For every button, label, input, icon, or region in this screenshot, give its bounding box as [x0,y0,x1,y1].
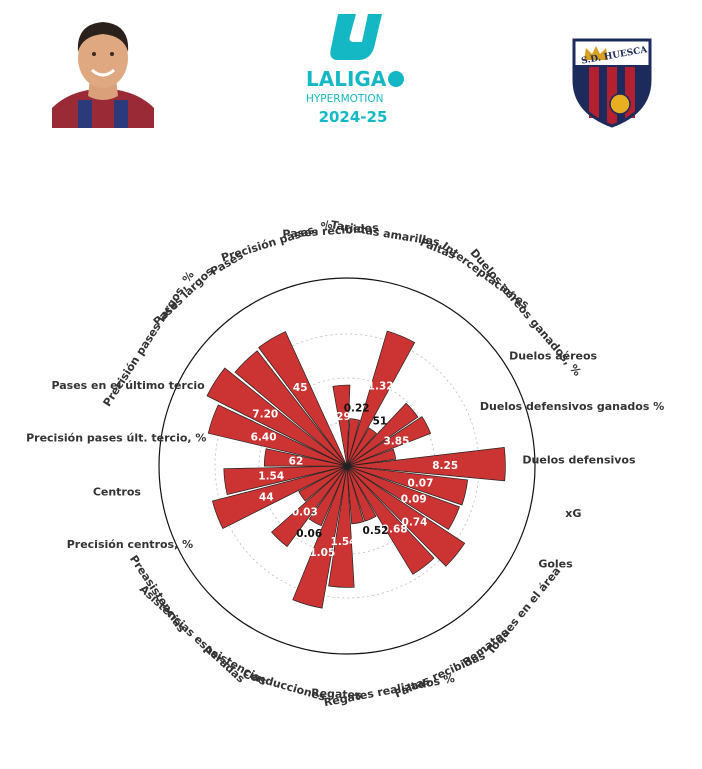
bar-segment [346,465,469,506]
bar-value-label: 3.85 [383,435,409,447]
ball-icon [609,93,631,115]
bar-segment [346,465,435,575]
bar-segment [346,416,432,467]
category-label: Precisión pases, % [220,218,334,265]
laliga-hypermotion-logo: LALIGA HYPERMOTION [306,14,404,105]
bar-segment [346,427,377,467]
bar-value-label: 0.06 [296,528,322,540]
bar-segment [346,447,506,482]
bar-segment [207,404,348,467]
bar-segment [223,465,348,495]
bar-layer [206,330,506,609]
shirt-stripe [78,100,92,128]
bar-value-label: 0.74 [402,516,428,528]
category-label: Precisión centros, % [67,538,193,551]
bar-value-label: 6.40 [251,432,277,444]
bar-segment [346,465,466,567]
bar-value-label: 8.25 [432,460,458,472]
bar-segment [346,465,460,531]
bar-value-label: 29 [336,411,351,423]
bar-value-label: 0.09 [401,494,427,506]
category-label: Goles [538,558,573,571]
bar-segment [234,350,348,467]
bar-value-label: 7.20 [252,409,278,421]
category-label: Duelos defensivos ganados % [480,400,664,413]
bar-segment [308,465,348,527]
category-label: Duelos defensivos [522,453,636,466]
bar-segment [258,331,348,467]
ea-badge-icon [388,71,404,87]
shirt-stripe [114,100,128,128]
bar-segment [346,418,361,467]
player-face [78,28,128,88]
bar-segment [298,465,348,502]
category-label: Regates [311,687,362,702]
bar-segment [271,465,348,548]
bar-value-label: 51 [373,416,388,428]
crown-icon [584,46,608,60]
category-label: Centros [93,486,142,499]
bar-value-label: 44 [259,491,274,503]
bar-value-label: 1.05 [309,547,335,559]
bar-value-label: 45 [293,382,308,394]
bar-value-label: 0.52 [363,525,389,537]
bar-segment [263,448,348,467]
bar-value-label: 1.54 [331,536,357,548]
category-label: Duelos aéreos [509,349,597,362]
bar-value-label: 0.68 [382,523,408,535]
bar-segment [332,384,351,467]
bar-value-label: 0.22 [344,402,370,414]
bar-segment [346,330,416,467]
bar-value-label: 1.54 [258,471,284,483]
season-label: 2024-25 [318,108,388,126]
category-label: Pases en el último tercio [51,379,205,392]
value-layer: 290.22 1.32 51 3.85 8.25 0.07 0.09 0.740.680.52… [251,380,459,559]
bar-segment [328,465,355,588]
bar-segment [292,465,348,609]
player-smile [90,68,116,77]
bar-value-label: 0.03 [292,507,318,519]
laliga-mark-icon [330,14,382,60]
player-hair [77,22,129,52]
club-crest: S.D. HUESCA [572,38,652,128]
category-label: xG [565,507,581,520]
bar-segment [346,465,365,525]
bar-value-label: 62 [289,456,304,468]
bar-segment [206,367,348,467]
bar-value-label: 1.32 [368,380,394,392]
player-photo [52,22,154,128]
player-eye [110,52,114,56]
outer-ring [158,277,536,655]
bar-value-label: 0.07 [407,478,433,490]
league-word: LALIGA [306,67,387,91]
category-label: Preasistencias [127,553,188,635]
player-shirt [52,90,154,128]
bar-segment [212,465,348,530]
bar-segment [346,448,397,467]
player-eye [92,52,96,56]
bar-segment [346,465,377,522]
league-sub: HYPERMOTION [306,93,384,105]
bar-segment [346,402,419,467]
category-label: Precisión pases últ. tercio, % [26,432,206,445]
